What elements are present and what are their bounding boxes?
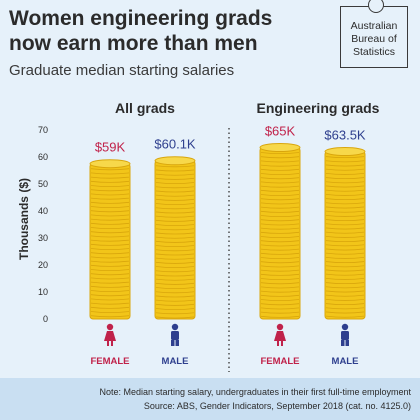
coin-edges: [260, 152, 300, 318]
female-icon-head: [276, 323, 284, 331]
bar-coin-stack: [154, 160, 196, 320]
female-icon: [274, 331, 286, 341]
chart-subtitle: Graduate median starting salaries: [9, 62, 235, 79]
male-icon-head: [171, 323, 179, 331]
male-icon-leg: [345, 340, 349, 346]
female-icon-leg: [107, 341, 109, 346]
bar-top-coin: [154, 156, 196, 166]
coin-edges: [90, 168, 130, 318]
group-heading-all-grads: All grads: [115, 100, 175, 116]
male-icon: [171, 331, 179, 340]
footnote-note: Note: Median starting salary, undergradu…: [99, 387, 411, 397]
y-tick-label: 10: [38, 287, 48, 297]
bar-value-label: $60.1K: [154, 137, 196, 152]
title-line-1: Women engineering grads: [9, 7, 273, 30]
bar-value-label: $65K: [265, 124, 296, 139]
male-icon-head: [341, 323, 349, 331]
y-tick-label: 30: [38, 233, 48, 243]
male-icon: [341, 331, 349, 340]
bar-top-coin: [324, 147, 366, 157]
category-label: FEMALE: [260, 356, 299, 367]
male-icon-leg: [341, 340, 345, 346]
male-icon-leg: [171, 340, 175, 346]
bar-coin-stack: [324, 151, 366, 320]
bar-top-coin: [89, 159, 131, 169]
category-label: FEMALE: [90, 356, 129, 367]
female-icon-leg: [281, 341, 283, 346]
abs-logo: Australian Bureau of Statistics: [340, 0, 408, 68]
coin-edges: [325, 156, 365, 318]
category-label: MALE: [162, 356, 189, 367]
y-tick-label: 70: [38, 125, 48, 135]
y-tick-label: 40: [38, 206, 48, 216]
coat-of-arms-icon: [368, 0, 384, 13]
coin-edges: [155, 165, 195, 319]
y-tick-label: 60: [38, 152, 48, 162]
bar-value-label: $63.5K: [324, 128, 366, 143]
y-tick-label: 20: [38, 260, 48, 270]
chart-plot: 0 10 20 30 40 50 60 70 $59K FEMALE $60.1K MALE $65K F…: [38, 124, 366, 372]
category-label: MALE: [332, 356, 359, 367]
logo-line-1: Australian: [350, 20, 398, 32]
female-icon-head: [106, 323, 114, 331]
female-icon-leg: [111, 341, 113, 346]
title-line-2: now earn more than men: [9, 32, 258, 55]
bar-top-coin: [259, 143, 301, 152]
chart-title: Women engineering grads now earn more th…: [9, 6, 339, 56]
y-tick-label: 50: [38, 179, 48, 189]
logo-line-2: Bureau of: [351, 33, 397, 45]
female-icon-leg: [277, 341, 279, 346]
bar-value-label: $59K: [95, 140, 126, 155]
footnote-source: Source: ABS, Gender Indicators, Septembe…: [143, 401, 411, 411]
logo-line-3: Statistics: [352, 46, 395, 58]
group-heading-engineering-grads: Engineering grads: [256, 100, 380, 116]
male-icon-leg: [175, 340, 179, 346]
footnote-band: Note: Median starting salary, undergradu…: [0, 378, 420, 420]
female-icon: [104, 331, 116, 341]
y-tick-label: 0: [43, 314, 48, 324]
